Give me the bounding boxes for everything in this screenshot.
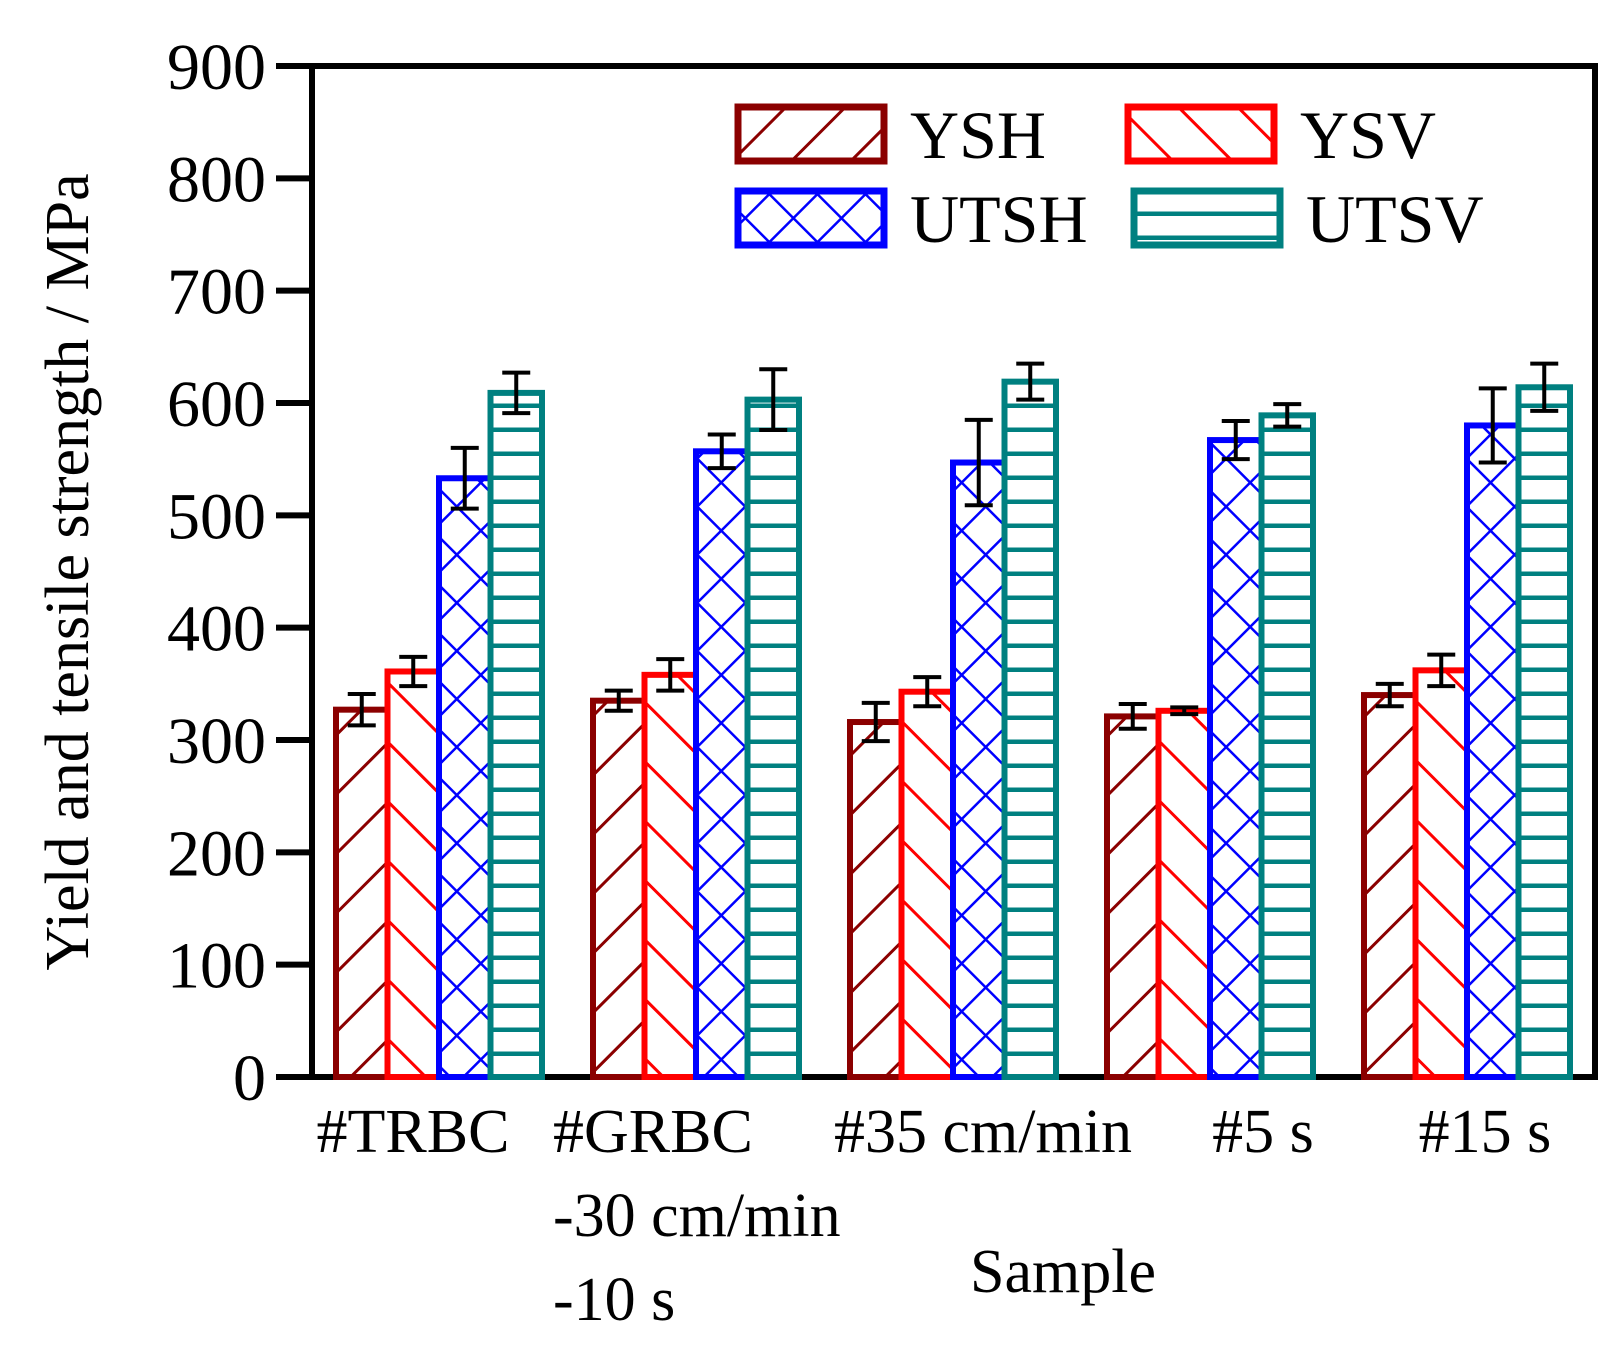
error-bar-utsv [759,367,788,432]
error-bar-ysv [1170,705,1199,717]
legend-label: YSH [910,97,1046,173]
bar-utsv [1001,378,1059,1080]
x-category-label: #5 s [1212,1098,1314,1166]
error-bars [347,361,1559,744]
legend-item-ysh: YSH [734,97,1046,173]
bar-ysv [898,688,956,1080]
bar-ysh [847,719,905,1080]
legend-label: YSV [1300,97,1436,173]
y-tick-label: 200 [167,817,266,890]
y-tick-label: 500 [167,480,266,553]
legend-swatch [734,103,888,165]
error-bar-utsv [502,370,531,416]
bar-ysh [1361,692,1419,1080]
bar-utsh [1207,437,1265,1080]
legend-item-utsh: UTSH [734,181,1088,257]
x-category-label: #TRBC [317,1098,510,1166]
x-axis-title: Sample [970,1238,1156,1306]
bar-utsh [950,459,1008,1080]
error-bar-ysv [913,675,942,709]
error-bar-utsh [450,445,479,511]
error-bar-ysh [1375,681,1404,709]
error-bar-utsv [1273,402,1302,429]
bar-ysv [1412,667,1470,1080]
x-category-label: #15 s [1419,1098,1552,1166]
bar-utsv [1515,384,1573,1081]
legend-swatch [1124,103,1278,165]
y-tick-label: 600 [167,368,266,441]
bar-ysv [1155,707,1213,1080]
bar-utsv [487,389,545,1080]
y-tick-label: 300 [167,705,266,778]
y-tick-label: 900 [167,31,266,104]
legend-item-ysv: YSV [1124,97,1436,173]
bar-ysv [384,668,442,1081]
x-category-label: #GRBC [553,1098,753,1166]
y-tick-label: 400 [167,593,266,666]
error-bar-utsv [1016,361,1045,402]
y-tick-label: 100 [167,930,266,1003]
error-bar-ysh [1118,702,1147,731]
bar-utsh [693,448,751,1080]
error-bar-utsv [1530,361,1559,413]
error-bar-ysv [656,657,685,693]
bar-ysv [641,671,699,1080]
error-bar-ysh [604,688,633,713]
bar-ysh [1104,713,1162,1080]
legend-label: UTSH [910,181,1088,257]
y-axis-title: Yield and tensile strength / MPa [34,173,102,970]
legend-item-utsv: UTSV [1130,181,1484,257]
y-tick-label: 0 [233,1042,266,1115]
legend-swatch [1130,187,1284,249]
bars [333,378,1573,1081]
error-bar-ysv [1427,652,1456,689]
error-bar-utsh [1221,418,1250,462]
y-tick-label: 800 [167,143,266,216]
x-axis: #TRBC #GRBC -30 cm/min -10 s #35 cm/min #5 s #… [317,1098,1552,1334]
error-bar-ysv [399,654,428,689]
error-bar-utsh [964,417,993,508]
error-bar-utsh [1478,386,1507,465]
legend: YSH YSV UTSH UTSV [734,97,1484,257]
bar-ysh [333,706,391,1080]
bar-ysh [590,697,648,1081]
bar-utsv [744,396,802,1080]
x-category-label: -10 s [553,1266,675,1334]
bar-utsh [436,475,494,1081]
x-category-label: -30 cm/min [553,1182,841,1250]
bar-utsh [1464,422,1522,1080]
x-category-label: #35 cm/min [834,1098,1132,1166]
legend-swatch [734,187,888,249]
y-axis: 0 100 200 300 400 500 600 700 800 900 [167,31,312,1115]
error-bar-utsh [707,432,736,471]
y-tick-label: 700 [167,256,266,329]
error-bar-ysh [347,691,376,728]
legend-label: UTSV [1306,181,1484,257]
error-bar-ysh [861,700,890,744]
bar-utsv [1258,412,1316,1080]
